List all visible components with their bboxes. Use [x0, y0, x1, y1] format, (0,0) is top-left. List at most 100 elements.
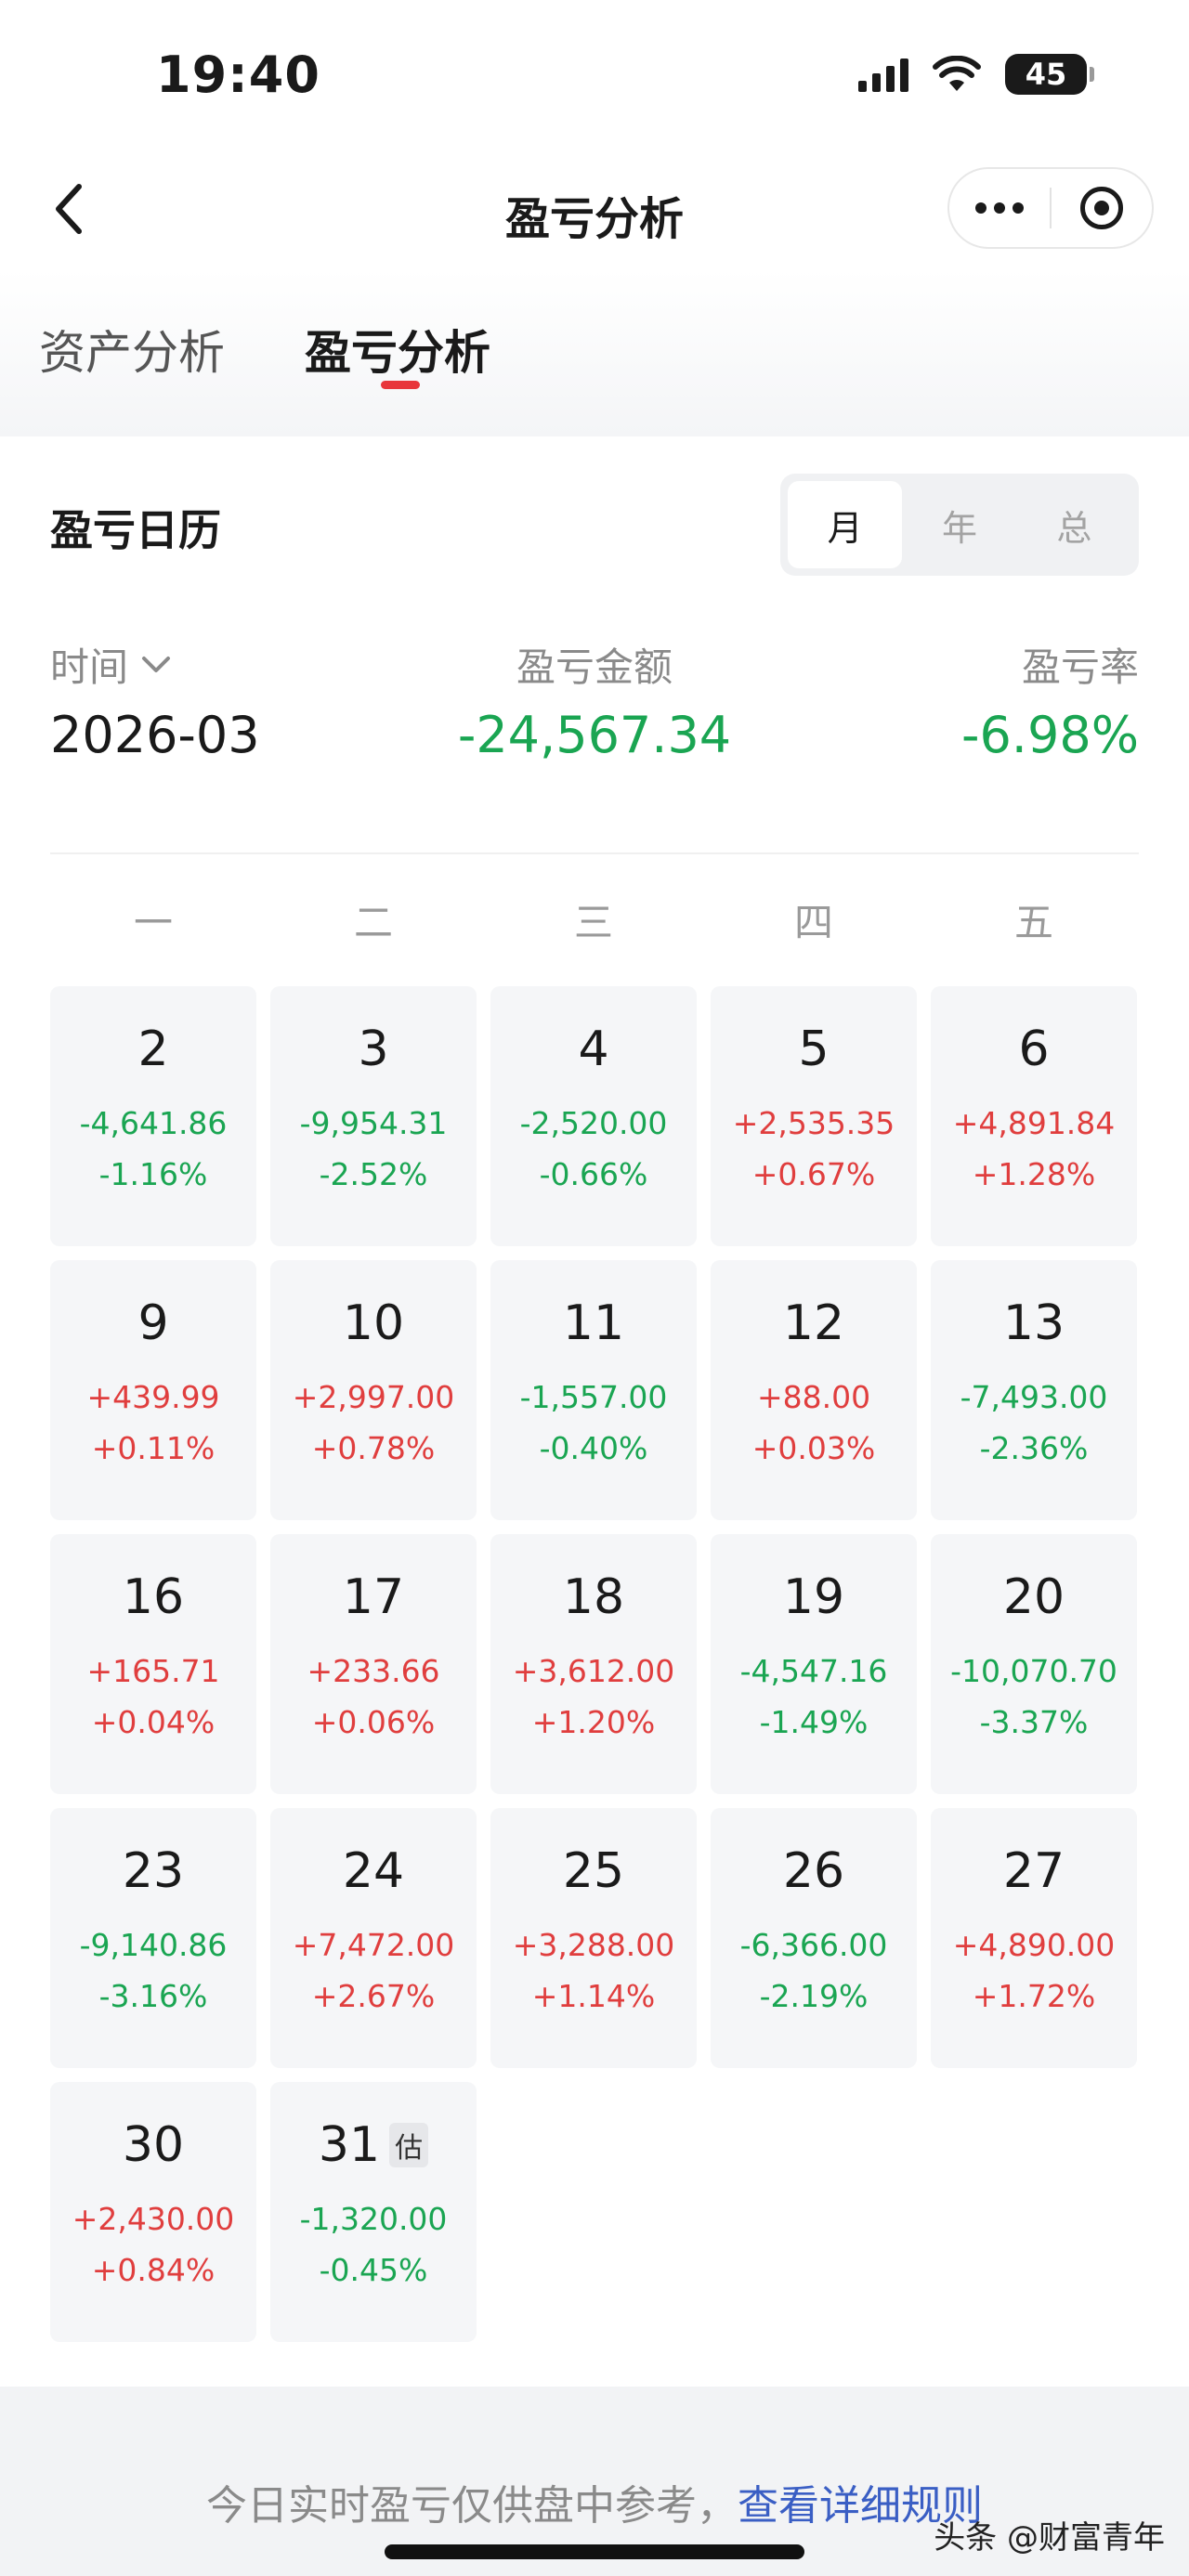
calendar-day-cell[interactable]: 26 -6,366.00 -2.19% [711, 1808, 917, 2068]
day-number-text: 13 [1002, 1295, 1065, 1351]
calendar-day-cell[interactable]: 3 -9,954.31 -2.52% [270, 986, 477, 1246]
day-amount: +4,891.84 [952, 1105, 1116, 1141]
day-amount: +3,612.00 [512, 1653, 675, 1689]
nav-bar: 盈亏分析 [0, 149, 1189, 269]
day-amount: +7,472.00 [292, 1927, 455, 1963]
day-number-text: 6 [1018, 1021, 1050, 1077]
day-number: 4 [578, 1021, 608, 1077]
day-number-text: 16 [122, 1569, 185, 1625]
day-number-text: 18 [562, 1569, 625, 1625]
calendar-day-cell[interactable]: 24 +7,472.00 +2.67% [270, 1808, 477, 2068]
tab-bar: 资产分析 盈亏分析 [0, 269, 1189, 436]
day-number: 16 [123, 1569, 184, 1625]
day-number: 2 [137, 1021, 168, 1077]
tab-active-indicator [381, 381, 420, 389]
footer-note-text: 今日实时盈亏仅供盘中参考， [206, 2482, 738, 2530]
segment-month[interactable]: 月 [788, 481, 903, 568]
weekday-label: 二 [353, 900, 393, 945]
day-number: 20 [1003, 1569, 1065, 1625]
day-number-text: 27 [1002, 1843, 1065, 1899]
calendar-grid: 2 -4,641.86 -1.16% 3 -9,954.31 -2.52% 4 -2,520.… [50, 986, 1139, 2342]
day-percent: -0.66% [539, 1156, 648, 1192]
day-amount: +439.99 [86, 1379, 220, 1415]
day-percent: -2.36% [979, 1430, 1089, 1466]
day-number: 24 [343, 1843, 404, 1899]
day-amount: +2,430.00 [72, 2201, 235, 2237]
calendar-day-cell[interactable]: 5 +2,535.35 +0.67% [711, 986, 917, 1246]
day-number: 27 [1003, 1843, 1065, 1899]
back-button[interactable] [37, 176, 102, 241]
wifi-icon [933, 56, 981, 91]
day-amount: -2,520.00 [519, 1105, 668, 1141]
weekday-label: 一 [133, 900, 173, 945]
day-percent: +0.11% [91, 1430, 216, 1466]
chevron-down-icon [142, 656, 171, 672]
calendar-day-cell[interactable]: 10 +2,997.00 +0.78% [270, 1260, 477, 1520]
weekday-header: 一 二 三 四 五 [50, 891, 1139, 948]
time-label: 时间 [50, 644, 129, 690]
calendar-day-cell[interactable]: 4 -2,520.00 -0.66% [490, 986, 697, 1246]
calendar-day-cell[interactable]: 9 +439.99 +0.11% [50, 1260, 256, 1520]
day-percent: -2.19% [759, 1978, 869, 2014]
pnl-calendar-card: 盈亏日历 月 年 总 时间 盈亏金额 盈亏率 2026-03 -24,567.3… [0, 436, 1189, 2387]
calendar-day-cell[interactable]: 6 +4,891.84 +1.28% [931, 986, 1137, 1246]
calendar-day-cell[interactable]: 11 -1,557.00 -0.40% [490, 1260, 697, 1520]
calendar-day-cell[interactable]: 20 -10,070.70 -3.37% [931, 1534, 1137, 1794]
tab-pnl-analysis[interactable]: 盈亏分析 [305, 326, 490, 380]
day-number-text: 23 [122, 1843, 185, 1899]
weekday-label: 五 [1013, 900, 1053, 945]
selected-month: 2026-03 [50, 706, 260, 764]
day-amount: -7,493.00 [960, 1379, 1108, 1415]
divider [50, 852, 1139, 854]
calendar-day-cell[interactable]: 12 +88.00 +0.03% [711, 1260, 917, 1520]
status-bar: 19:40 45 [0, 0, 1189, 149]
day-percent: +1.28% [972, 1156, 1096, 1192]
watermark: 头条 @财富青年 [934, 2519, 1165, 2556]
chevron-left-icon [56, 184, 82, 234]
day-number: 17 [343, 1569, 404, 1625]
day-number-text: 2 [137, 1021, 169, 1077]
day-amount: -4,641.86 [79, 1105, 228, 1141]
day-percent: +0.67% [751, 1156, 876, 1192]
calendar-day-cell[interactable]: 13 -7,493.00 -2.36% [931, 1260, 1137, 1520]
rate-label: 盈亏率 [1021, 644, 1139, 690]
calendar-day-cell[interactable]: 18 +3,612.00 +1.20% [490, 1534, 697, 1794]
close-miniprogram-button[interactable] [1052, 169, 1152, 247]
day-number: 12 [783, 1295, 844, 1351]
tab-asset-analysis[interactable]: 资产分析 [39, 326, 225, 380]
day-number-text: 19 [782, 1569, 845, 1625]
status-time: 19:40 [156, 45, 320, 104]
day-percent: +0.78% [311, 1430, 436, 1466]
calendar-day-cell[interactable]: 17 +233.66 +0.06% [270, 1534, 477, 1794]
calendar-day-cell[interactable]: 19 -4,547.16 -1.49% [711, 1534, 917, 1794]
day-number: 10 [343, 1295, 404, 1351]
day-number-text: 31 [318, 2117, 381, 2173]
rules-link[interactable]: 查看详细规则 [738, 2482, 983, 2530]
day-number-text: 4 [578, 1021, 609, 1077]
calendar-day-cell[interactable]: 27 +4,890.00 +1.72% [931, 1808, 1137, 2068]
calendar-day-cell[interactable]: 16 +165.71 +0.04% [50, 1534, 256, 1794]
day-number: 19 [783, 1569, 844, 1625]
calendar-day-cell[interactable]: 2 -4,641.86 -1.16% [50, 986, 256, 1246]
day-amount: -6,366.00 [739, 1927, 888, 1963]
calendar-day-cell[interactable]: 23 -9,140.86 -3.16% [50, 1808, 256, 2068]
day-number-text: 17 [342, 1569, 405, 1625]
battery-icon: 45 [1005, 54, 1094, 95]
day-number: 5 [798, 1021, 829, 1077]
day-amount: +233.66 [307, 1653, 440, 1689]
segment-year[interactable]: 年 [941, 507, 977, 549]
segment-total[interactable]: 总 [1056, 507, 1092, 549]
calendar-day-cell[interactable]: 25 +3,288.00 +1.14% [490, 1808, 697, 2068]
battery-level: 45 [1025, 57, 1067, 92]
calendar-day-cell[interactable]: 31 估 -1,320.00 -0.45% [270, 2082, 477, 2342]
day-amount: +2,535.35 [732, 1105, 895, 1141]
day-number: 25 [563, 1843, 624, 1899]
calendar-day-cell[interactable]: 30 +2,430.00 +0.84% [50, 2082, 256, 2342]
time-selector[interactable]: 时间 [50, 636, 171, 693]
more-button[interactable] [949, 169, 1050, 247]
day-number-text: 20 [1002, 1569, 1065, 1625]
status-icons: 45 [858, 54, 1094, 95]
signal-icon [858, 57, 908, 92]
day-amount: +2,997.00 [292, 1379, 455, 1415]
day-number-text: 3 [358, 1021, 389, 1077]
